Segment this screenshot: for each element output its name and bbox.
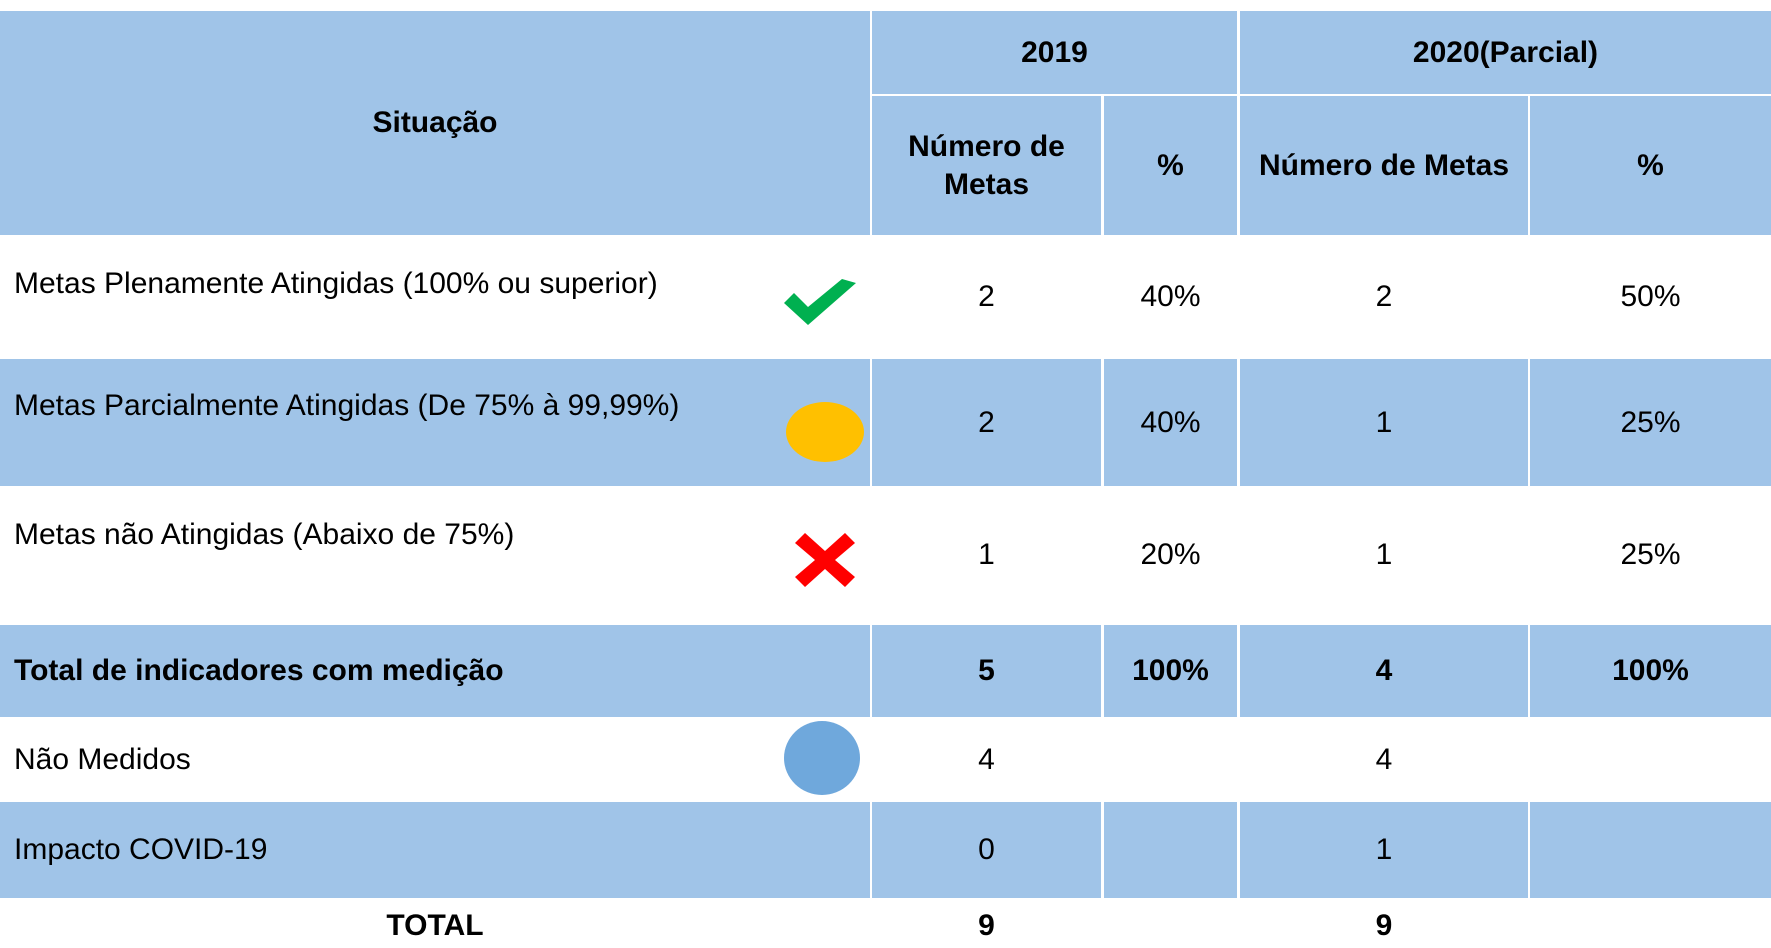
header-year: 2019 xyxy=(872,11,1237,94)
row-value: 100% xyxy=(1530,625,1771,717)
row-value xyxy=(1530,802,1771,898)
row-label: Total de indicadores com medição xyxy=(0,625,870,717)
blue-circle-icon xyxy=(784,721,860,795)
row-value: 4 xyxy=(1375,743,1393,777)
row-label: Metas não Atingidas (Abaixo de 75%) xyxy=(14,518,515,551)
header-year: 2020(Parcial) xyxy=(1240,11,1771,94)
cross-icon xyxy=(795,533,855,587)
header-sub: % xyxy=(1104,96,1237,235)
row-value: 4 xyxy=(1240,625,1528,717)
row-label: Metas Plenamente Atingidas (100% ou supe… xyxy=(14,267,658,300)
header-situacao: Situação xyxy=(0,11,870,235)
row-value: 4 xyxy=(978,743,995,777)
yellow-circle-icon xyxy=(786,402,864,462)
header-sub: Número de Metas xyxy=(872,96,1101,235)
row-value: 40% xyxy=(1140,279,1201,313)
total-value: 9 xyxy=(1375,909,1393,943)
total-value: 9 xyxy=(978,909,995,943)
row-value: 2 xyxy=(1375,279,1393,313)
row-value: 0 xyxy=(872,802,1101,898)
row-value: 1 xyxy=(978,537,995,571)
header-sub: % xyxy=(1530,96,1771,235)
row-value: 50% xyxy=(1620,279,1681,313)
row-value: 100% xyxy=(1104,625,1237,717)
total-label: TOTAL xyxy=(386,909,484,943)
row-value: 40% xyxy=(1104,359,1237,486)
row-value: 2 xyxy=(978,279,995,313)
row-value: 20% xyxy=(1140,537,1201,571)
row-value xyxy=(1530,720,1771,800)
row-value xyxy=(1104,802,1237,898)
row-value: 1 xyxy=(1240,359,1528,486)
row-value: 2 xyxy=(872,359,1101,486)
row-value: 25% xyxy=(1530,359,1771,486)
check-icon xyxy=(784,279,856,325)
row-value: 5 xyxy=(872,625,1101,717)
row-label: Impacto COVID-19 xyxy=(0,802,870,898)
row-value: 25% xyxy=(1620,537,1681,571)
row-label: Metas Parcialmente Atingidas (De 75% à 9… xyxy=(0,359,870,486)
row-label: Não Medidos xyxy=(14,743,191,777)
row-value: 1 xyxy=(1375,537,1393,571)
row-value xyxy=(1104,720,1237,800)
header-sub: Número de Metas xyxy=(1240,96,1528,235)
row-value: 1 xyxy=(1240,802,1528,898)
